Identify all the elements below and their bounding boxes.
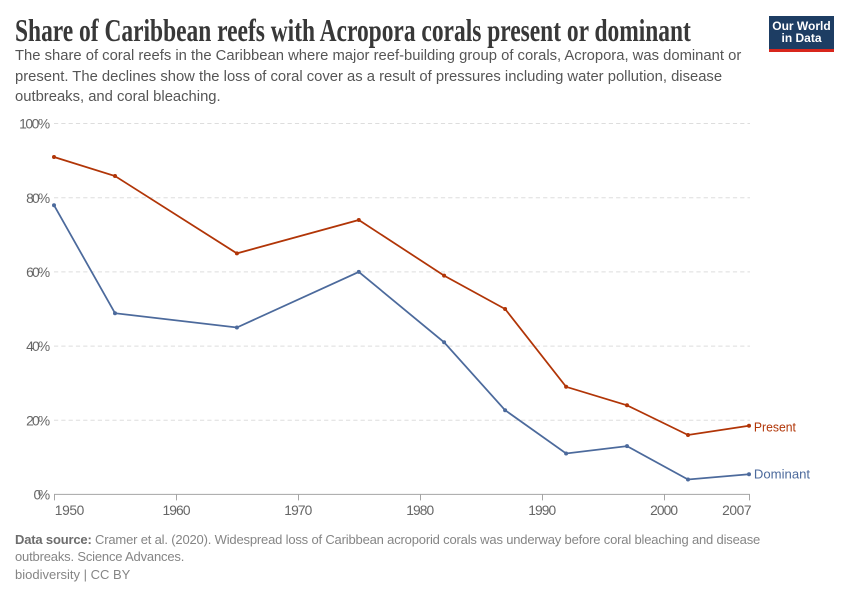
svg-text:40%: 40% — [26, 339, 50, 354]
svg-text:2007: 2007 — [722, 503, 752, 518]
svg-text:1950: 1950 — [55, 503, 85, 518]
svg-text:100%: 100% — [19, 117, 50, 132]
svg-text:1970: 1970 — [284, 503, 312, 518]
svg-text:2000: 2000 — [650, 503, 678, 518]
svg-text:20%: 20% — [26, 413, 50, 428]
svg-text:Present: Present — [754, 420, 796, 435]
svg-text:1990: 1990 — [528, 503, 556, 518]
svg-text:80%: 80% — [26, 191, 50, 206]
svg-text:0%: 0% — [34, 487, 51, 502]
svg-text:1960: 1960 — [163, 503, 191, 518]
svg-text:Dominant: Dominant — [754, 466, 810, 481]
svg-text:60%: 60% — [26, 265, 50, 280]
svg-text:1980: 1980 — [406, 503, 434, 518]
